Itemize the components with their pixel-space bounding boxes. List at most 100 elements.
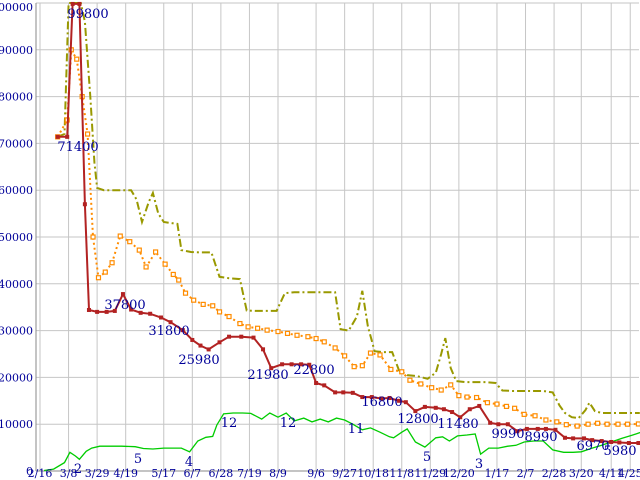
series-lowest_price-marker — [496, 422, 501, 427]
series-average_price-marker — [162, 261, 168, 267]
x-tick-label: 1/17 — [485, 467, 510, 480]
y-tick-label: 40000 — [0, 278, 33, 291]
y-tick-label: 20000 — [0, 371, 33, 384]
price-point-label: 25980 — [178, 353, 219, 368]
series-average_price-marker — [521, 411, 527, 417]
series-lowest_price-marker — [138, 310, 143, 315]
series-average_price-marker — [377, 352, 383, 358]
series-lowest_price-marker — [269, 366, 274, 371]
price-point-label: 22800 — [293, 363, 334, 378]
x-tick-label: 9/27 — [332, 467, 357, 480]
series-average_price-marker — [604, 421, 610, 427]
series-lowest_price-marker — [433, 405, 438, 410]
x-tick-label: 11/8 — [389, 467, 414, 480]
series-lowest_price-marker — [571, 436, 576, 441]
series-lowest_price-marker — [387, 395, 392, 400]
price-point-label: 12800 — [397, 412, 438, 427]
series-average_price-marker — [407, 377, 413, 383]
series-lowest_price-marker — [535, 426, 540, 431]
store-count-label: 2 — [74, 462, 82, 477]
series-average_price-marker — [624, 421, 631, 427]
series-average_price-marker — [456, 393, 462, 399]
price-point-label: 5980 — [603, 444, 636, 459]
series-average_price-marker — [388, 366, 394, 373]
series-average_price-marker — [275, 328, 281, 335]
series-average_price-marker — [245, 324, 251, 330]
series-average_price-marker — [615, 421, 621, 427]
x-tick-label: 6/28 — [209, 467, 234, 480]
series-lowest_price-marker — [198, 343, 203, 348]
series-average_price-marker — [237, 320, 243, 327]
x-tick-label: 2/28 — [542, 467, 567, 480]
series-lowest_price-marker — [403, 400, 408, 405]
series-lowest_price-marker — [413, 409, 418, 414]
series-average_price-marker — [448, 382, 454, 388]
series-average_price-marker — [117, 233, 123, 239]
series-lowest_price-marker — [553, 427, 558, 432]
price-point-label: 31800 — [148, 324, 189, 339]
series-highest_price-line — [57, 1, 640, 420]
x-tick-label: 7/19 — [237, 467, 262, 480]
price-point-label: 99800 — [67, 7, 108, 22]
price-point-label: 6970 — [576, 439, 609, 454]
price-point-label: 8990 — [524, 430, 557, 445]
series-lowest_price-marker — [458, 415, 463, 420]
series-lowest_price-marker — [467, 407, 472, 412]
series-average_price-marker — [176, 277, 182, 283]
x-tick-label: 2/7 — [517, 467, 535, 480]
series-average_price-marker — [74, 56, 80, 62]
x-tick-label: 11/29 — [414, 467, 446, 480]
series-average_price-marker — [109, 260, 115, 266]
series-lowest_price-marker — [112, 308, 117, 313]
series-average_price-marker — [305, 334, 311, 340]
series-store_count-line — [44, 412, 640, 472]
series-average_price-marker — [226, 313, 232, 320]
series-lowest_price-marker — [543, 426, 548, 431]
series-lowest_price-marker — [360, 395, 365, 400]
series-lowest_price-marker — [77, 1, 82, 6]
x-tick-label: 4/11 — [599, 467, 624, 480]
series-lowest_price-marker — [104, 309, 109, 314]
series-lowest_price-marker — [217, 340, 222, 345]
series-average_price-marker — [264, 327, 270, 333]
series-average_price-marker — [321, 339, 327, 345]
series-average_price-marker — [585, 421, 591, 427]
series-average_price-marker — [464, 394, 470, 400]
series-lowest_price-marker — [333, 390, 338, 395]
store-count-label: 3 — [475, 457, 483, 472]
x-tick-label: 2/16 — [28, 467, 53, 480]
series-average_price-marker — [191, 297, 197, 303]
series-lowest_price-marker — [609, 439, 614, 444]
y-tick-label: 80000 — [0, 91, 33, 104]
series-average_price-marker — [143, 264, 149, 270]
series-average_price-marker — [294, 332, 300, 338]
series-lowest_price-marker — [599, 439, 604, 444]
series-lowest_price-marker — [206, 347, 211, 352]
series-average_price-marker — [255, 325, 261, 331]
series-average_price-marker — [90, 234, 96, 240]
series-lowest_price-marker — [505, 422, 510, 427]
x-tick-label: 9/6 — [307, 467, 325, 480]
series-lowest_price-marker — [450, 410, 455, 415]
series-average_price-marker — [635, 421, 640, 427]
x-tick-label: 4/25 — [618, 467, 640, 480]
x-tick-label: 3/20 — [569, 467, 594, 480]
series-lowest_price-marker — [120, 292, 125, 297]
series-average_price-marker — [359, 363, 365, 369]
store-count-label: 11 — [348, 422, 365, 437]
price-point-label: 37800 — [104, 298, 145, 313]
series-average_price-marker — [102, 269, 108, 275]
price-point-label: 71400 — [57, 140, 98, 155]
series-average_price-marker — [313, 335, 319, 342]
x-tick-label: 10/18 — [357, 467, 389, 480]
series-average_price-marker — [512, 405, 518, 411]
series-average_price-marker — [84, 131, 91, 137]
series-average_price-marker — [182, 290, 189, 296]
series-lowest_price-marker — [441, 407, 446, 412]
series-lowest_price-marker — [562, 435, 567, 440]
series-lowest_price-marker — [227, 334, 232, 339]
series-average_price-marker — [136, 247, 142, 253]
series-average_price-marker — [200, 301, 206, 307]
